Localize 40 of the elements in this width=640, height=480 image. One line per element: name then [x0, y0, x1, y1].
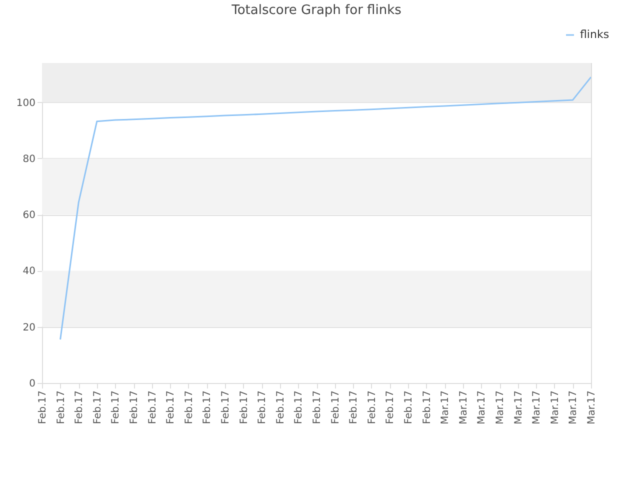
y-tick-label: 100 — [16, 98, 36, 109]
x-tick-label: Feb.17 — [385, 390, 396, 424]
x-tick-label: Feb.17 — [366, 390, 378, 424]
x-tick-label: Feb.17 — [92, 390, 104, 424]
x-tick-label: Mar.17 — [513, 390, 524, 424]
y-tick-label: 20 — [22, 322, 36, 334]
x-tick-label: Feb.17 — [312, 390, 323, 424]
x-tick-label: Feb.17 — [38, 390, 48, 424]
y-tick-label: 0 — [29, 378, 36, 390]
x-tick-label: Mar.17 — [476, 390, 488, 424]
x-tick-label: Feb.17 — [56, 390, 67, 424]
x-tick-label: Feb.17 — [110, 390, 122, 424]
x-tick-label: Feb.17 — [275, 390, 286, 424]
y-tick-label: 40 — [22, 266, 36, 278]
x-tick-label: Feb.17 — [422, 390, 433, 424]
x-tick-label: Mar.17 — [568, 390, 580, 424]
y-tick-label: 60 — [22, 210, 36, 222]
x-tick-label: Feb.17 — [348, 390, 360, 424]
x-tick-label: Mar.17 — [458, 390, 470, 424]
x-tick-label: Feb.17 — [330, 390, 342, 424]
x-tick-label: Feb.17 — [184, 390, 195, 424]
x-tick-label: Mar.17 — [440, 390, 452, 424]
x-tick-label: Feb.17 — [166, 390, 177, 424]
x-tick-label: Mar.17 — [550, 390, 561, 424]
legend-label: flinks — [580, 28, 610, 41]
x-tick-label: Feb.17 — [129, 390, 140, 424]
x-tick-label: Feb.17 — [404, 390, 414, 424]
x-tick-label: Feb.17 — [220, 390, 232, 424]
line-series — [60, 76, 591, 340]
x-tick-label: Feb.17 — [147, 390, 158, 424]
x-tick-label: Feb.17 — [294, 390, 305, 424]
chart-title: Totalscore Graph for flinks — [230, 3, 402, 18]
x-tick-label: Mar.17 — [495, 390, 506, 424]
x-tick-label: Feb.17 — [257, 390, 268, 424]
x-tick-label: Feb.17 — [238, 390, 250, 424]
x-tick-label: Mar.17 — [532, 390, 543, 424]
x-tick-label: Feb.17 — [202, 390, 214, 424]
y-tick-label: 80 — [22, 154, 36, 165]
x-tick-label: Mar.17 — [586, 390, 598, 424]
x-tick-label: Feb.17 — [74, 390, 86, 424]
